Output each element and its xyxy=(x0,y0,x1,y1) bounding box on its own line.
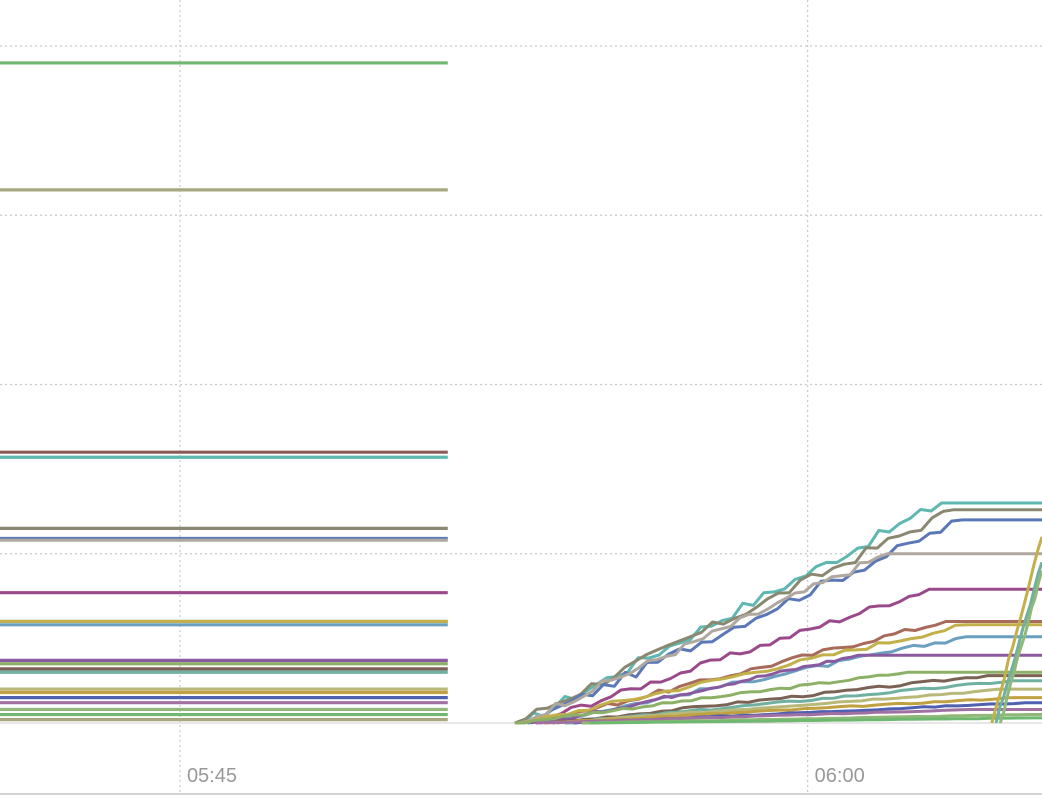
series-group xyxy=(0,61,1042,725)
x-axis: 05:45 06:00 xyxy=(0,765,1042,795)
series-line xyxy=(530,587,1042,725)
series-line xyxy=(522,623,1042,725)
series-line xyxy=(518,552,1042,725)
series-line xyxy=(552,674,1042,725)
x-tick-label: 05:45 xyxy=(187,765,237,787)
series-line xyxy=(556,687,1042,725)
series-line xyxy=(994,561,1042,724)
series-line xyxy=(990,536,1042,724)
series-line xyxy=(589,716,1042,725)
series-line xyxy=(522,501,1042,725)
series-line xyxy=(527,518,1042,725)
series-line xyxy=(514,670,1042,725)
series-line xyxy=(535,708,1042,725)
series-line xyxy=(998,570,1042,724)
x-tick-label: 06:00 xyxy=(815,765,865,787)
